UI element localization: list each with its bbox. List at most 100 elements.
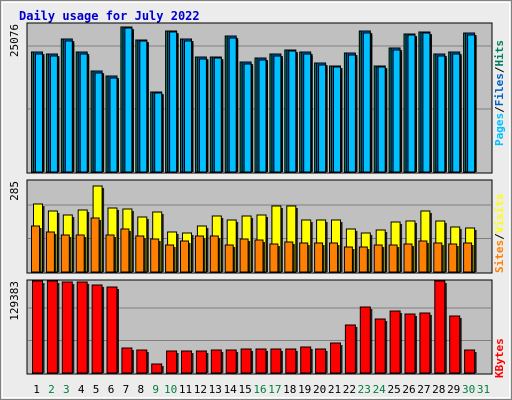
x-tick-label-day-19: 19 xyxy=(298,383,311,396)
legend-entry: Pages xyxy=(493,113,506,146)
bar-pages-day-20 xyxy=(318,64,328,173)
x-tick-label-day-17: 17 xyxy=(268,383,281,396)
legend-label: KBytes xyxy=(493,338,506,378)
bar-kbytes-day-12 xyxy=(195,350,209,374)
bar-kbytes-day-11 xyxy=(181,350,194,374)
bar-pages-day-23 xyxy=(362,32,373,173)
bar-pages-day-21 xyxy=(333,66,343,173)
bar-sites-day-23 xyxy=(358,246,370,273)
bar-sites-day-17 xyxy=(269,243,280,273)
x-tick-label-day-28: 28 xyxy=(432,383,445,396)
panel-hits-files-pages: 25076 Pages/Files/Hits xyxy=(8,22,506,174)
bar-sites-day-19 xyxy=(299,242,310,273)
x-tick-label-day-27: 27 xyxy=(417,383,430,396)
legend-label: Pages/Files/Hits xyxy=(493,40,506,146)
bar-pages-day-7 xyxy=(124,27,134,173)
bar-sites-day-25 xyxy=(388,244,400,273)
bar-kbytes-day-28 xyxy=(434,280,447,374)
bar-kbytes-day-13 xyxy=(210,349,224,374)
legend-entry: / xyxy=(493,106,506,113)
bar-sites-day-29 xyxy=(448,243,459,273)
bar-pages-day-9 xyxy=(154,92,164,173)
bar-pages-day-18 xyxy=(288,50,298,173)
bar-pages-day-15 xyxy=(243,63,254,173)
bar-sites-day-3 xyxy=(60,234,72,273)
bar-kbytes-day-7 xyxy=(121,347,134,374)
bar-sites-day-30 xyxy=(463,242,474,273)
bar-kbytes-day-17 xyxy=(270,348,283,374)
bar-kbytes-day-29 xyxy=(449,315,462,374)
bar-kbytes-day-2 xyxy=(46,280,60,374)
bar-kbytes-day-24 xyxy=(374,318,388,374)
bar-pages-day-26 xyxy=(407,34,417,173)
bar-pages-day-24 xyxy=(377,66,388,173)
x-tick-label-day-24: 24 xyxy=(373,383,387,396)
bar-sites-day-12 xyxy=(194,235,206,273)
bar-sites-day-6 xyxy=(105,234,116,273)
legend-entry: Sites xyxy=(493,240,506,273)
x-tick-label-day-7: 7 xyxy=(123,383,130,396)
x-tick-label-day-26: 26 xyxy=(402,383,415,396)
bar-pages-day-16 xyxy=(258,59,268,173)
bar-sites-day-20 xyxy=(314,242,325,273)
bar-kbytes-day-5 xyxy=(91,284,105,374)
legend-entry: Visits xyxy=(493,194,506,234)
bar-sites-day-4 xyxy=(75,234,87,273)
x-tick-label-day-1: 1 xyxy=(33,383,40,396)
bar-kbytes-day-27 xyxy=(419,312,432,374)
legend-entry: / xyxy=(493,66,506,73)
bar-kbytes-day-25 xyxy=(389,310,403,374)
x-tick-label-day-9: 9 xyxy=(152,383,159,396)
bar-kbytes-day-20 xyxy=(315,348,328,374)
bar-sites-day-16 xyxy=(254,239,265,273)
bar-sites-day-9 xyxy=(150,238,161,273)
bar-pages-day-19 xyxy=(303,53,313,173)
x-tick-label-day-23: 23 xyxy=(358,383,371,396)
x-tick-label-day-31: 31 xyxy=(477,383,490,396)
x-tick-label-day-14: 14 xyxy=(224,383,238,396)
x-tick-label-day-15: 15 xyxy=(238,383,251,396)
scale-max-label: 285 xyxy=(8,181,21,201)
bar-pages-day-27 xyxy=(422,32,432,173)
bar-kbytes-day-21 xyxy=(330,342,343,374)
bar-pages-day-25 xyxy=(392,49,403,173)
bar-kbytes-day-16 xyxy=(255,348,268,374)
x-tick-label-day-25: 25 xyxy=(387,383,400,396)
bar-kbytes-day-14 xyxy=(225,349,239,374)
x-tick-label-day-18: 18 xyxy=(283,383,296,396)
bar-sites-day-21 xyxy=(329,242,340,273)
bar-sites-day-27 xyxy=(418,240,429,273)
bar-sites-day-13 xyxy=(209,235,221,273)
bar-sites-day-15 xyxy=(239,238,251,273)
bar-sites-day-10 xyxy=(165,244,176,273)
bar-pages-day-13 xyxy=(213,57,224,173)
panel-visits-sites: 285 Sites/Visits xyxy=(8,179,506,274)
bar-kbytes-day-1 xyxy=(32,280,45,374)
bar-kbytes-day-26 xyxy=(404,313,417,374)
x-tick-label-day-21: 21 xyxy=(328,383,341,396)
x-tick-label-day-12: 12 xyxy=(194,383,207,396)
bar-pages-day-11 xyxy=(184,40,194,173)
bar-pages-day-8 xyxy=(139,40,149,173)
x-tick-label-day-22: 22 xyxy=(343,383,356,396)
bar-pages-day-10 xyxy=(169,31,179,173)
x-tick-label-day-20: 20 xyxy=(313,383,326,396)
x-tick-label-day-16: 16 xyxy=(253,383,266,396)
bar-pages-day-22 xyxy=(347,54,358,173)
x-tick-label-day-8: 8 xyxy=(137,383,144,396)
scale-max-label: 25076 xyxy=(8,24,21,57)
x-tick-label-day-30: 30 xyxy=(462,383,475,396)
bars-group xyxy=(28,280,491,374)
bar-sites-day-18 xyxy=(284,241,295,273)
bar-kbytes-day-6 xyxy=(106,286,119,374)
bar-kbytes-day-3 xyxy=(61,281,75,374)
bar-pages-day-5 xyxy=(94,72,105,173)
bar-pages-day-4 xyxy=(79,53,90,173)
x-tick-label-day-4: 4 xyxy=(78,383,85,396)
x-tick-label-day-10: 10 xyxy=(164,383,177,396)
bar-pages-day-28 xyxy=(437,55,447,173)
bar-pages-day-6 xyxy=(109,77,119,173)
bar-sites-day-1 xyxy=(31,225,42,273)
x-tick-label-day-29: 29 xyxy=(447,383,460,396)
